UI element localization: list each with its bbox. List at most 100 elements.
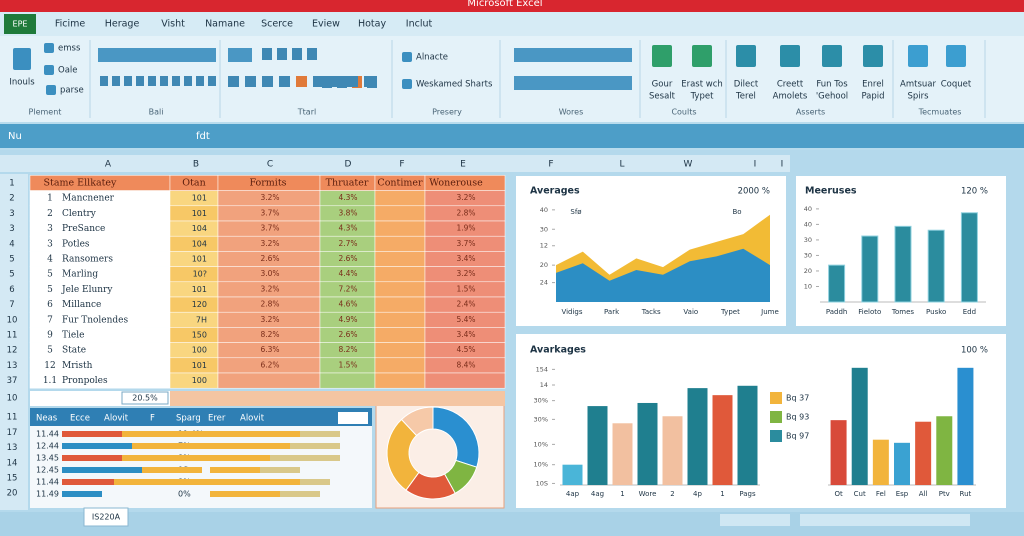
ribbon-icon[interactable] [112,76,120,86]
panel-bar [210,467,260,473]
ribbon-icon[interactable] [946,45,966,67]
ribbon-icon[interactable] [337,76,347,88]
sheet-tab[interactable] [83,507,129,527]
ribbon-icon[interactable] [307,48,317,60]
x-tick-label: Pags [739,490,756,498]
ribbon-icon[interactable] [44,43,54,53]
cell-value: 2.7% [338,239,357,248]
ribbon-icon[interactable] [692,45,712,67]
ribbon-icon[interactable] [330,76,341,87]
ribbon-icon[interactable] [908,45,928,67]
panel-header: Erer [208,414,226,424]
cell[interactable] [374,266,426,283]
ribbon-icon[interactable] [13,48,31,70]
legend-label: Bq 93 [786,413,809,422]
ribbon-icon[interactable] [245,76,256,87]
ribbon-icon[interactable] [652,45,672,67]
cell[interactable] [374,296,426,313]
ribbon-icon[interactable] [196,76,204,86]
ribbon-icon[interactable] [44,65,54,75]
ribbon-icon[interactable] [46,85,56,95]
cell[interactable] [374,281,426,298]
cell[interactable] [319,372,376,389]
ribbon-icon[interactable] [279,76,290,87]
cell-value: 7H [196,315,207,324]
ribbon-icon[interactable] [172,76,180,86]
panel-bar [300,479,330,485]
cell[interactable] [169,311,219,328]
bar [828,264,846,303]
ribbon-icon[interactable] [736,45,756,67]
cell[interactable] [374,342,426,359]
ribbon-control[interactable] [514,76,632,90]
ribbon-icon[interactable] [124,76,132,86]
cell[interactable] [424,372,506,389]
ribbon-button-label: Oale [58,66,78,76]
name-box: Nu [8,131,22,142]
cell-value: 8.2% [338,345,357,354]
ribbon-control[interactable] [514,48,632,62]
row-number: 3 [9,224,14,234]
cell-value: 2.8% [456,208,475,217]
ribbon-icon[interactable] [863,45,883,67]
ribbon-icon[interactable] [313,76,324,87]
scrollbar[interactable] [720,514,790,526]
cell[interactable] [374,327,426,343]
row-number: 2 [9,194,14,204]
file-tab[interactable] [4,14,36,34]
ribbon-icon[interactable] [402,79,412,89]
ribbon-icon[interactable] [148,76,156,86]
cell[interactable] [374,190,426,207]
ribbon-icon[interactable] [322,76,332,88]
ribbon-icon[interactable] [364,76,375,87]
ribbon-icon[interactable] [262,48,272,60]
ribbon-icon[interactable] [160,76,168,86]
x-tick-label: Paddh [826,308,848,316]
panel-label: 11.44 [36,430,59,439]
y-tick-label: 20 [804,267,812,275]
column-header: I [754,160,757,170]
ribbon-button-label: Alnacte [416,53,448,63]
ribbon-icon[interactable] [296,76,307,87]
cell[interactable] [217,372,321,389]
legend-label: Bq 97 [786,432,809,441]
ribbon-icon[interactable] [292,48,302,60]
ribbon-icon[interactable] [208,76,216,86]
ribbon-icon[interactable] [228,76,239,87]
cell[interactable] [374,357,426,374]
bar [861,235,879,303]
cell-value: 7.2% [338,284,357,293]
ribbon-control[interactable] [98,48,216,62]
cell[interactable] [374,372,426,389]
cell-value: 10? [193,270,207,279]
column-header: C [267,160,273,170]
ribbon-icon[interactable] [100,76,108,86]
ribbon-icon[interactable] [780,45,800,67]
x-tick-label: Rut [960,490,972,498]
cell[interactable] [374,311,426,328]
chart-subtitle: 2000 % [738,187,770,197]
cell-value: 4.3% [338,193,357,202]
ribbon-icon[interactable] [277,48,287,60]
panel-bar [290,443,340,449]
ribbon-icon[interactable] [402,52,412,62]
ribbon-icon[interactable] [136,76,144,86]
cell[interactable] [374,235,426,252]
ribbon-button-label: Amtsuar [900,80,936,90]
ribbon-icon[interactable] [184,76,192,86]
ribbon-control[interactable] [228,48,252,62]
ribbon-icon[interactable] [822,45,842,67]
y-tick-label: 30 [804,236,812,244]
ribbon-icon[interactable] [347,76,358,87]
cell[interactable] [374,205,426,222]
ribbon-icon[interactable] [262,76,273,87]
ribbon-button-label: Fun Tos [816,80,848,90]
scrollbar[interactable] [800,514,970,526]
x-tick-label: Pusko [926,308,946,316]
cell-value: 3.7% [260,224,279,233]
cell[interactable] [374,220,426,237]
x-tick-label: Fel [876,490,886,498]
ribbon-button-label: Erast wch [681,80,723,90]
cell[interactable] [374,251,426,267]
